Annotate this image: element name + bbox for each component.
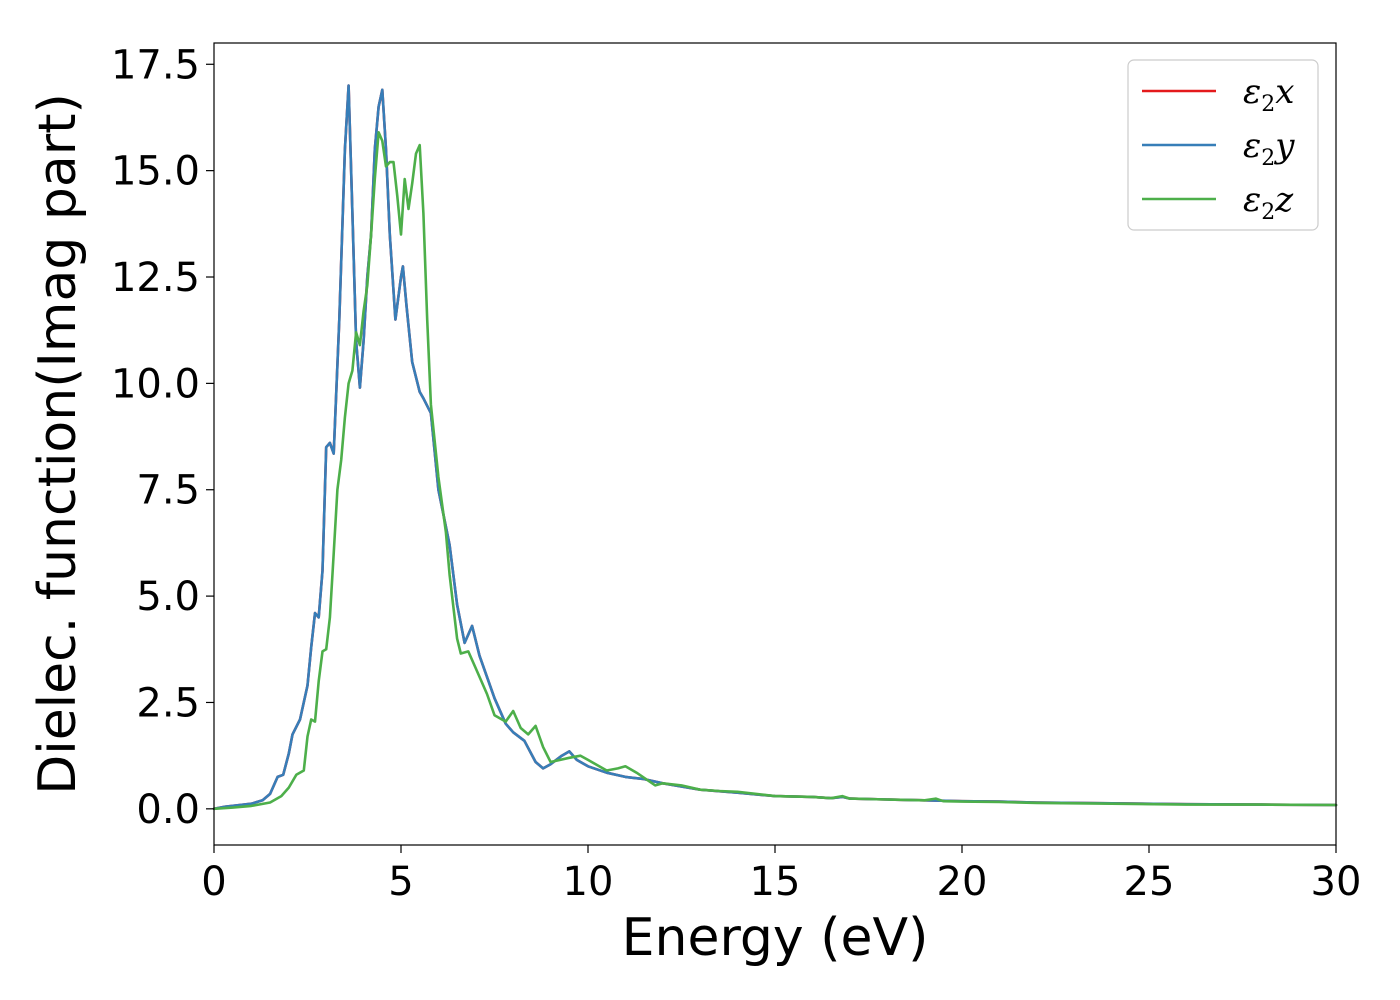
legend-box — [1127, 59, 1319, 231]
x-tick-label: 30 — [1311, 859, 1362, 905]
y-tick-label: 0.0 — [136, 787, 200, 833]
x-tick-label: 5 — [388, 859, 413, 905]
y-tick-label: 10.0 — [111, 361, 200, 407]
x-tick-label: 25 — [1124, 859, 1175, 905]
y-tick-label: 17.5 — [111, 42, 200, 88]
x-axis-title: Energy (eV) — [622, 908, 929, 968]
y-tick-label: 15.0 — [111, 149, 200, 195]
y-tick-label: 12.5 — [111, 255, 200, 301]
y-axis-ticks: 0.0 2.5 5.0 7.5 10.0 12.5 15.0 17.5 — [111, 42, 214, 833]
x-tick-label: 15 — [750, 859, 801, 905]
legend-label-1: ε2x — [1243, 72, 1294, 117]
x-tick-label: 0 — [201, 859, 226, 905]
series-line-3 — [212, 131, 1338, 811]
y-tick-label: 2.5 — [136, 680, 200, 726]
y-axis-title: Dielec. function(Imag part) — [28, 93, 88, 795]
x-tick-label: 10 — [563, 859, 614, 905]
legend-label-2: ε2y — [1243, 126, 1295, 171]
y-tick-label: 7.5 — [136, 468, 200, 514]
plot-lines — [212, 84, 1338, 811]
legend-label-3: ε2z — [1243, 180, 1294, 225]
y-tick-label: 5.0 — [136, 574, 200, 620]
x-tick-label: 20 — [937, 859, 988, 905]
x-axis-ticks: 0 5 10 15 20 25 30 — [201, 845, 1361, 905]
legend: ε2x ε2y ε2z — [1127, 59, 1319, 231]
